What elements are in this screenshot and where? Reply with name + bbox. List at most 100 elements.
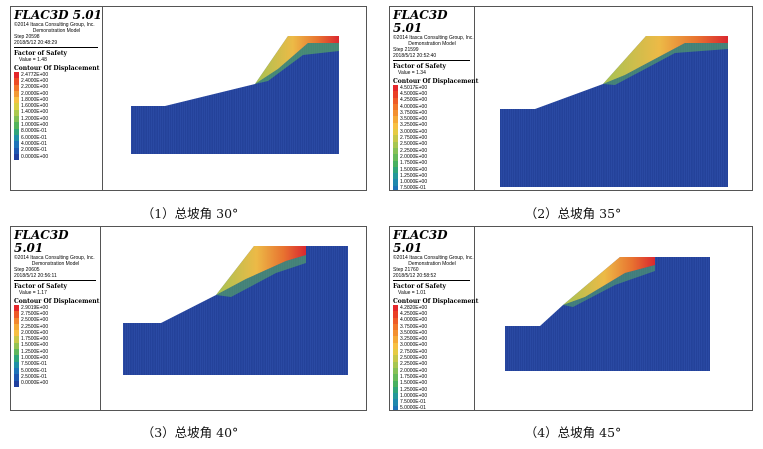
legend-swatch <box>393 311 398 318</box>
legend-swatch <box>393 405 398 410</box>
legend-swatch <box>14 323 19 331</box>
legend-swatch <box>393 330 398 337</box>
slope-model <box>131 36 339 154</box>
legend-swatch <box>393 141 398 148</box>
legend-swatch <box>393 97 398 104</box>
legend-label: 3.0000E+00 <box>400 128 428 135</box>
divider <box>14 280 96 281</box>
legend-entry: 4.5000E+00 <box>393 91 474 98</box>
legend-label: 2.0000E+00 <box>21 329 49 336</box>
legend-swatch <box>14 109 19 117</box>
legend-swatch <box>393 135 398 142</box>
legend-entry: 2.2500E+00 <box>14 323 100 331</box>
slope-model <box>500 36 728 187</box>
divider <box>14 47 98 48</box>
slope-model <box>505 257 710 371</box>
legend-swatch <box>14 97 19 104</box>
legend-entry: 3.7500E+00 <box>393 323 474 331</box>
legend-entry: 7.5000E-01 <box>393 185 474 191</box>
legend-entry: 3.0000E+00 <box>393 342 474 350</box>
legend-label: 4.5017E+00 <box>400 84 428 91</box>
contour-label: Contour Of Displacement <box>14 65 100 72</box>
legend-label: 1.0000E+00 <box>21 355 49 362</box>
legend-entry: 2.7500E+00 <box>14 311 100 318</box>
legend-label: 2.5000E+00 <box>21 317 49 324</box>
legend-label: 1.2500E+00 <box>400 386 428 393</box>
legend-swatch <box>393 355 398 362</box>
legend-entry: 1.2500E+00 <box>14 349 100 356</box>
legend-label: 4.0000E+00 <box>400 103 428 110</box>
copyright-text: ©2014 Itasca Consulting Group, Inc. <box>14 22 95 28</box>
legend-box: FLAC3D 5.01 ©2014 Itasca Consulting Grou… <box>11 7 103 190</box>
legend-label: 1.7500E+00 <box>400 373 428 380</box>
divider <box>393 60 470 61</box>
legend-label: 7.5000E-01 <box>400 185 426 191</box>
legend-swatch <box>14 141 19 148</box>
legend-entry: 7.5000E-01 <box>14 361 100 368</box>
slope-model <box>123 246 348 375</box>
legend-box: FLAC3D 5.01 ©2014 Itasca Consulting Grou… <box>390 7 478 191</box>
contour-legend: 2.9019E+00 2.7500E+00 2.5000E+00 2.2500E+00… <box>14 305 100 387</box>
legend-swatch <box>14 342 19 350</box>
legend-swatch <box>14 317 19 324</box>
legend-label: 2.5000E+00 <box>400 141 428 148</box>
legend-entry: 2.0000E-01 <box>14 147 102 154</box>
contour-legend: 4.2820E+00 4.2500E+00 4.0000E+00 3.7500E+00… <box>393 305 474 410</box>
legend-label: 2.0000E+00 <box>21 90 49 97</box>
legend-swatch <box>14 153 19 161</box>
fos-value: Value = 1.17 <box>19 290 47 296</box>
slope-mesh <box>505 257 710 371</box>
legend-swatch <box>393 336 398 343</box>
legend-entry: 2.0000E+00 <box>393 367 474 375</box>
fos-label: Factor of Safety <box>393 63 447 70</box>
model-name: Demonstration Model <box>408 41 456 47</box>
legend-swatch <box>14 84 19 91</box>
divider <box>393 280 470 281</box>
legend-label: 0.0000E+00 <box>21 153 49 160</box>
legend-label: 2.2500E+00 <box>400 361 428 368</box>
legend-label: 6.0000E-01 <box>21 134 47 141</box>
legend-label: 2.7500E+00 <box>400 348 428 355</box>
legend-entry: 1.5000E+00 <box>393 166 474 174</box>
legend-swatch <box>393 122 398 130</box>
legend-entry: 1.8000E+00 <box>14 97 102 104</box>
legend-label: 3.5000E+00 <box>400 116 428 123</box>
legend-swatch <box>393 380 398 387</box>
legend-label: 3.5000E+00 <box>400 329 428 336</box>
legend-label: 3.7500E+00 <box>400 323 428 330</box>
step-text: Step 21760 <box>393 267 419 273</box>
contour-label: Contour Of Displacement <box>393 298 479 305</box>
legend-swatch <box>14 103 19 110</box>
legend-label: 4.2500E+00 <box>400 310 428 317</box>
legend-swatch <box>14 311 19 318</box>
legend-entry: 2.5000E-01 <box>14 374 100 381</box>
legend-entry: 2.7500E+00 <box>393 135 474 142</box>
legend-swatch <box>14 355 19 362</box>
caption-2: （2）总坡角 35° <box>524 206 622 221</box>
legend-entry: 1.7500E+00 <box>393 373 474 381</box>
legend-entry: 7.5000E-01 <box>393 399 474 406</box>
caption-4: （4）总坡角 45° <box>524 425 622 440</box>
legend-entry: 3.5000E+00 <box>393 329 474 337</box>
legend-label: 3.2500E+00 <box>400 336 428 343</box>
legend-label: 1.0000E+00 <box>400 392 428 399</box>
datetime-text: 2018/5/12 20:48:29 <box>14 40 58 46</box>
legend-entry: 2.5000E+00 <box>393 355 474 362</box>
legend-swatch <box>393 305 398 312</box>
displacement-zone <box>216 246 306 295</box>
legend-swatch <box>393 367 398 375</box>
legend-label: 7.5000E-01 <box>400 399 426 406</box>
legend-entry: 2.0000E+00 <box>14 90 102 98</box>
legend-entry: 1.2000E+00 <box>14 116 102 123</box>
app-title: FLAC3D 5.01 <box>14 8 102 22</box>
legend-label: 2.2500E+00 <box>400 147 428 154</box>
app-title: FLAC3D 5.01 <box>14 228 69 255</box>
legend-swatch <box>14 374 19 381</box>
model-name: Demonstration Model <box>408 261 456 267</box>
legend-label: 4.0000E-01 <box>21 140 47 147</box>
legend-entry: 1.0000E+00 <box>14 122 102 129</box>
step-text: Step 21599 <box>393 47 419 53</box>
model-name: Demonstration Model <box>31 261 80 267</box>
model-name: Demonstration Model <box>32 28 81 34</box>
legend-swatch <box>14 147 19 154</box>
